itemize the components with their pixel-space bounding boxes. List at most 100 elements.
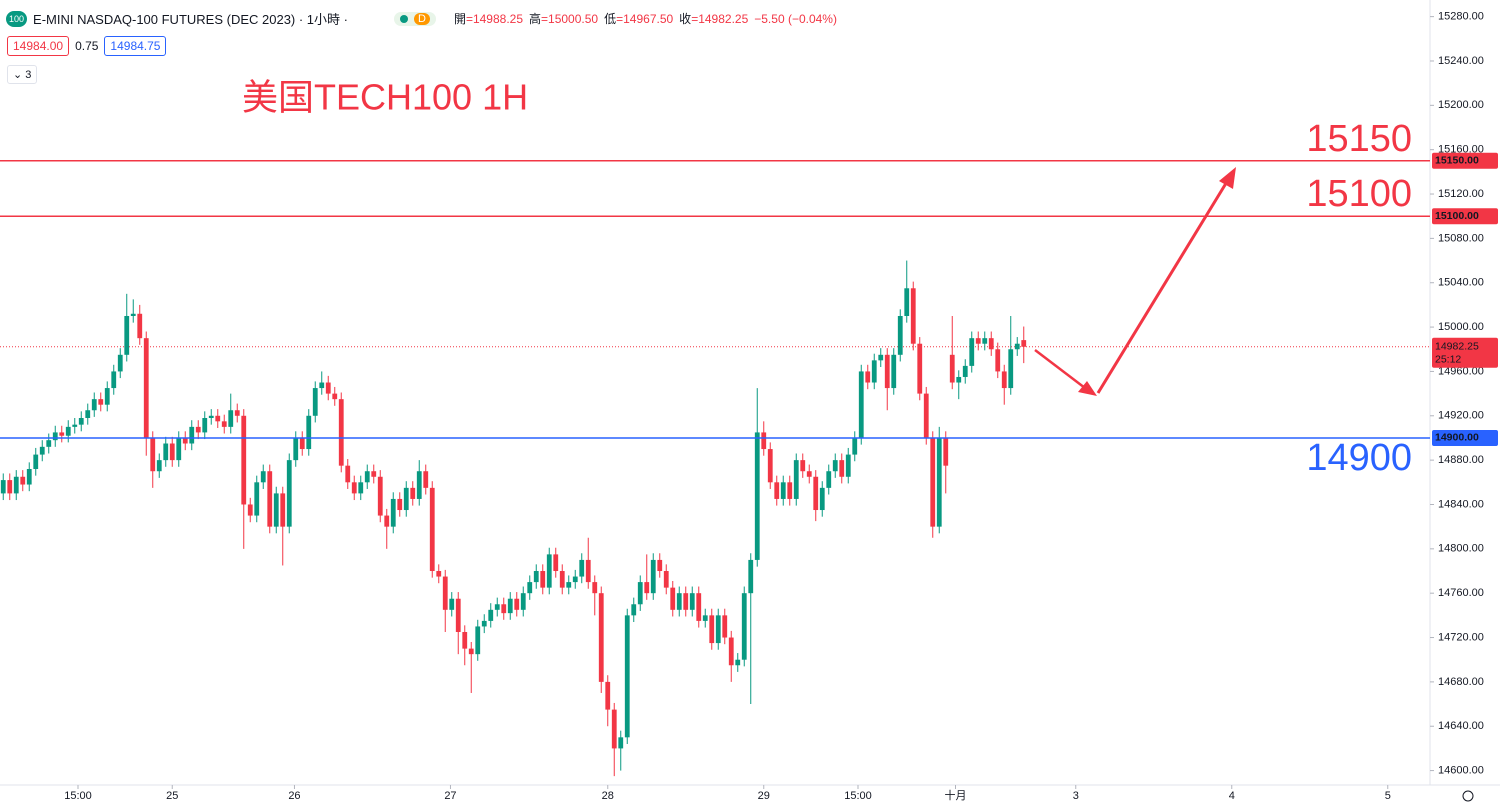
candle-body [351, 482, 357, 494]
candle-body [338, 399, 344, 466]
candle-body [995, 349, 1001, 372]
ohlc: 開=14988.25 高=15000.50 低=14967.50 收=14982.25 [454, 10, 748, 27]
bid[interactable]: 14984.00 [7, 36, 70, 56]
candle-body [923, 393, 929, 438]
candle-body [566, 582, 572, 588]
level-text: 15150 [1306, 118, 1412, 160]
candle-body [1008, 349, 1014, 389]
candle-body [897, 315, 903, 355]
candle-body [78, 418, 84, 425]
candle-body [286, 460, 292, 527]
y-tick-label: 14720.00 [1438, 631, 1484, 643]
candle-body [800, 460, 806, 472]
candle-body [936, 437, 942, 527]
level-label-box [1432, 429, 1498, 446]
spread: 0.75 [75, 39, 99, 53]
ohlc-key: 開 [453, 12, 466, 26]
y-tick-label: 15000.00 [1438, 321, 1484, 333]
candle-body [735, 659, 741, 666]
y-tick-label: 15120.00 [1438, 188, 1484, 200]
candle-body [293, 437, 299, 461]
level-label: 14900.00 [1435, 432, 1479, 444]
candle-body [65, 426, 71, 436]
candle-body [741, 593, 747, 660]
candle-body [787, 482, 793, 499]
candle-body [130, 313, 136, 316]
candle-body [299, 437, 305, 450]
candle-body [163, 443, 169, 461]
candle-body [637, 582, 643, 605]
ohlc-key: 高 [529, 12, 542, 26]
ohlc-value: =14982.25 [691, 12, 749, 26]
candle-body [605, 681, 611, 710]
candle-body [709, 615, 715, 644]
candle-body [910, 288, 916, 344]
y-tick-label: 14800.00 [1438, 543, 1484, 555]
candle-body [559, 571, 565, 588]
ask[interactable]: 14984.75 [104, 36, 167, 56]
candle-body [728, 637, 734, 666]
ohlc-item: 高=15000.50 [529, 10, 598, 27]
x-tick-label: 4 [1229, 790, 1235, 802]
candle-body [390, 498, 396, 527]
candle-body [156, 460, 162, 472]
candle-body [234, 410, 240, 416]
candle-body [475, 626, 481, 655]
x-tick-label: 29 [758, 790, 770, 802]
y-tick-label: 14960.00 [1438, 365, 1484, 377]
candle-body [189, 426, 195, 444]
candle-body [780, 482, 786, 499]
candle-body [182, 437, 188, 444]
arrow [1034, 349, 1086, 389]
candle-body [689, 593, 695, 610]
ohlc-item: 收=14982.25 [679, 10, 748, 27]
candle-body [384, 515, 390, 527]
candle-body [325, 382, 331, 394]
candle-body [462, 631, 468, 649]
y-tick-label: 14600.00 [1438, 764, 1484, 776]
candle-body [917, 343, 923, 394]
candle-body [858, 371, 864, 438]
candle-body [683, 593, 689, 610]
candle-body [533, 571, 539, 583]
candle-body [598, 593, 604, 682]
candle-body [650, 559, 656, 594]
y-tick-label: 14640.00 [1438, 720, 1484, 732]
indicator-toggle[interactable]: ⌄ 3 [7, 65, 38, 84]
candle-body [813, 476, 819, 511]
candle-body [364, 471, 370, 483]
candle-body [169, 443, 175, 461]
candle-body [1021, 340, 1027, 347]
candle-body [26, 469, 32, 485]
candle-body [117, 354, 123, 372]
level-text: 15100 [1306, 173, 1412, 215]
candle-body [904, 288, 910, 316]
symbol[interactable]: E-MINI NASDAQ-100 FUTURES (DEC 2023) · 1… [33, 12, 348, 27]
candle-body [39, 446, 45, 455]
candle-body [975, 338, 981, 344]
candle-body [208, 415, 214, 419]
candle-body [332, 393, 338, 400]
y-tick-label: 15160.00 [1438, 144, 1484, 156]
candle-body [59, 432, 65, 436]
ohlc-key: 低 [604, 12, 617, 26]
y-tick-label: 15280.00 [1438, 11, 1484, 23]
candle-body [416, 471, 422, 499]
candle-body [137, 313, 143, 339]
candle-body [111, 371, 117, 389]
settings-icon[interactable] [1462, 790, 1474, 802]
candle-body [423, 471, 429, 488]
candle-body [988, 338, 994, 350]
candle-body [657, 559, 663, 572]
ohlc-value: =15000.50 [541, 12, 599, 26]
indicator-count: 3 [25, 69, 32, 81]
candle-body [215, 415, 221, 422]
candle-body [377, 476, 383, 516]
candle-body [943, 437, 949, 466]
countdown: 25:12 [1435, 354, 1461, 366]
candle-body [585, 559, 591, 583]
candle-body [254, 482, 260, 516]
candle-body [774, 482, 780, 499]
quote: 14984.00 0.75 14984.75 [7, 36, 167, 56]
candle-body [1014, 343, 1020, 350]
